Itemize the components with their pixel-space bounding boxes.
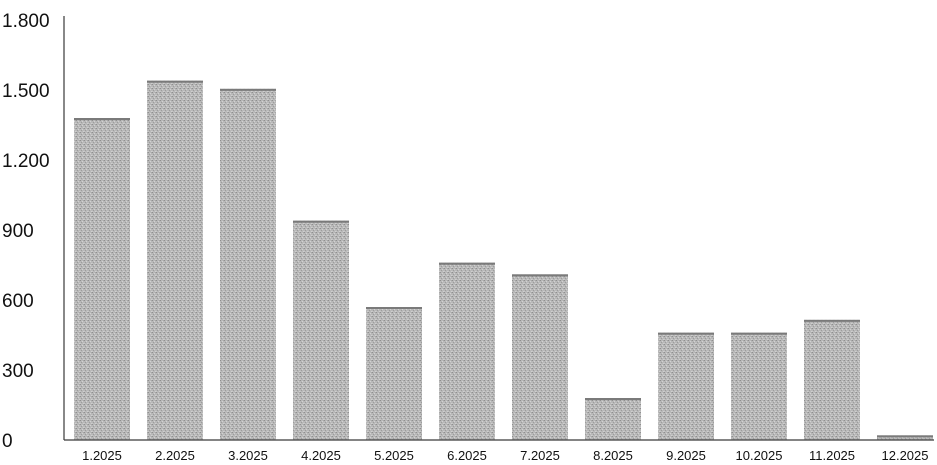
bar-top-edge <box>74 118 130 120</box>
bar-top-edge <box>512 274 568 277</box>
bar-11.2025 <box>804 319 860 440</box>
x-tick-label: 9.2025 <box>666 448 706 463</box>
bar-top-edge <box>293 220 349 223</box>
x-tick-label: 8.2025 <box>593 448 633 463</box>
y-axis: 0 300 600 900 1.200 1.500 1.800 <box>2 11 65 452</box>
x-axis: 1.2025 2.2025 3.2025 4.2025 5.2025 6.2025 7.20… <box>64 439 934 463</box>
y-tick-label: 0 <box>2 431 13 452</box>
bar-top-edge <box>439 262 495 265</box>
x-tick-label: 5.2025 <box>374 448 414 463</box>
x-tick-label: 1.2025 <box>82 448 122 463</box>
bar-9.2025 <box>658 332 714 440</box>
y-tick-label: 1.800 <box>2 11 50 32</box>
y-tick-label: 900 <box>2 221 34 242</box>
x-tick-label: 12.2025 <box>882 448 929 463</box>
x-tick-label: 3.2025 <box>228 448 268 463</box>
x-tick-label: 2.2025 <box>155 448 195 463</box>
bar-4.2025 <box>293 220 349 440</box>
bar-top-edge <box>585 398 641 400</box>
bar-7.2025 <box>512 274 568 440</box>
bar-8.2025 <box>585 398 641 440</box>
x-tick-label: 11.2025 <box>809 448 855 463</box>
y-tick-label: 1.500 <box>2 81 50 102</box>
bar-top-edge <box>366 307 422 309</box>
x-tick-label: 10.2025 <box>736 448 783 463</box>
x-tick-label: 6.2025 <box>447 448 487 463</box>
y-tick-label: 1.200 <box>2 151 50 172</box>
bar-top-edge <box>147 80 203 83</box>
bar-12.2025 <box>877 435 933 440</box>
x-tick-label: 7.2025 <box>520 448 560 463</box>
bar-top-edge <box>220 88 276 91</box>
bar-10.2025 <box>731 332 787 440</box>
bar-5.2025 <box>366 307 422 440</box>
y-tick-label: 300 <box>2 361 34 382</box>
bar-top-edge <box>658 332 714 335</box>
y-tick-label: 600 <box>2 291 34 312</box>
bar-2.2025 <box>147 80 203 441</box>
bar-1.2025 <box>74 118 130 440</box>
bar-top-edge <box>731 332 787 335</box>
x-tick-label: 4.2025 <box>301 448 341 463</box>
bars-group <box>74 80 933 441</box>
bar-3.2025 <box>220 88 276 440</box>
bar-top-edge <box>804 319 860 322</box>
bar-top-edge <box>877 435 933 438</box>
bar-6.2025 <box>439 262 495 440</box>
